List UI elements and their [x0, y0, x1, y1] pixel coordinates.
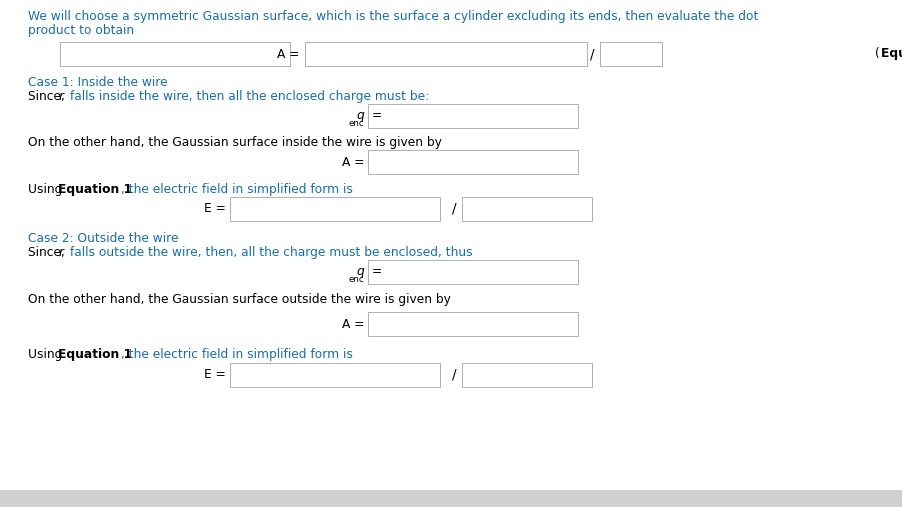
- Text: , the electric field in simplified form is: , the electric field in simplified form …: [121, 183, 353, 196]
- Text: r: r: [59, 246, 64, 259]
- Text: Using: Using: [28, 183, 66, 196]
- Text: Case 1: Inside the wire: Case 1: Inside the wire: [28, 76, 168, 89]
- Text: r: r: [59, 90, 64, 103]
- Text: falls outside the wire, then, all the charge must be enclosed, thus: falls outside the wire, then, all the ch…: [66, 246, 472, 259]
- Text: product to obtain: product to obtain: [28, 24, 134, 37]
- Text: /: /: [452, 368, 456, 382]
- FancyBboxPatch shape: [60, 42, 290, 66]
- Text: q: q: [356, 265, 364, 277]
- Text: , the electric field in simplified form is: , the electric field in simplified form …: [121, 348, 353, 361]
- Text: Using: Using: [28, 348, 66, 361]
- Text: Equation 1: Equation 1: [880, 48, 902, 60]
- Text: enc: enc: [348, 275, 364, 284]
- Text: A =: A =: [341, 317, 364, 331]
- Text: E =: E =: [204, 369, 226, 381]
- Text: q: q: [356, 108, 364, 122]
- Text: Since,: Since,: [28, 246, 69, 259]
- FancyBboxPatch shape: [368, 150, 577, 174]
- Bar: [0, 490, 902, 507]
- Text: =: =: [372, 110, 382, 123]
- FancyBboxPatch shape: [599, 42, 661, 66]
- Text: E =: E =: [204, 202, 226, 215]
- Text: Equation 1: Equation 1: [58, 183, 132, 196]
- Text: =: =: [372, 266, 382, 278]
- Text: We will choose a symmetric Gaussian surface, which is the surface a cylinder exc: We will choose a symmetric Gaussian surf…: [28, 10, 758, 23]
- Text: A =: A =: [276, 48, 299, 60]
- Text: On the other hand, the Gaussian surface outside the wire is given by: On the other hand, the Gaussian surface …: [28, 293, 450, 306]
- Text: Case 2: Outside the wire: Case 2: Outside the wire: [28, 232, 179, 245]
- FancyBboxPatch shape: [230, 197, 439, 221]
- FancyBboxPatch shape: [305, 42, 586, 66]
- Text: enc: enc: [348, 119, 364, 128]
- FancyBboxPatch shape: [462, 363, 592, 387]
- Text: Since,: Since,: [28, 90, 69, 103]
- Text: falls inside the wire, then all the enclosed charge must be:: falls inside the wire, then all the encl…: [66, 90, 428, 103]
- Text: On the other hand, the Gaussian surface inside the wire is given by: On the other hand, the Gaussian surface …: [28, 136, 441, 149]
- Text: /: /: [590, 47, 594, 61]
- FancyBboxPatch shape: [368, 312, 577, 336]
- Text: A =: A =: [341, 156, 364, 168]
- FancyBboxPatch shape: [368, 104, 577, 128]
- FancyBboxPatch shape: [368, 260, 577, 284]
- Text: (: (: [874, 48, 879, 60]
- Text: Equation 1: Equation 1: [58, 348, 132, 361]
- FancyBboxPatch shape: [462, 197, 592, 221]
- FancyBboxPatch shape: [230, 363, 439, 387]
- Text: /: /: [452, 202, 456, 216]
